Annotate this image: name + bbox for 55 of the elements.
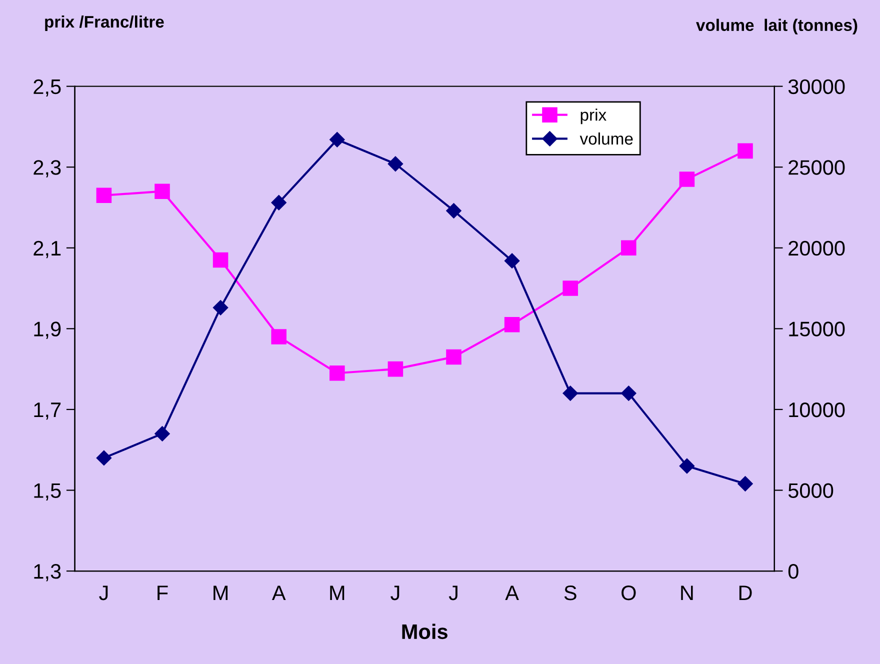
y2-tick-label: 5000 (788, 483, 834, 498)
point (562, 280, 578, 296)
x-tick-label: J (448, 586, 458, 600)
y2-tick-label: 20000 (788, 240, 845, 256)
point (96, 450, 112, 466)
x-tick-label: N (681, 586, 693, 600)
x-tick-label: D (739, 586, 752, 600)
y-tick-label: 1,3 (34, 564, 61, 582)
x-tick-label: M (214, 586, 228, 600)
point (96, 188, 112, 204)
y-tick-label: 2,1 (34, 240, 61, 258)
point (154, 184, 170, 199)
point (271, 329, 286, 344)
y-tick-label: 1,5 (34, 483, 61, 500)
point (562, 386, 578, 401)
y2-tick-label: 25000 (788, 160, 845, 175)
point (388, 156, 404, 172)
point (271, 195, 286, 210)
point (446, 203, 462, 218)
point (330, 365, 345, 381)
y2-tick-label: 0 (788, 564, 798, 579)
point (388, 361, 404, 377)
y-tick-label: 1,7 (34, 402, 61, 420)
y2-tick-label: 30000 (788, 79, 845, 94)
point (212, 252, 228, 268)
legend-label: volume (580, 132, 633, 145)
x-tick-label: J (390, 586, 400, 600)
point (679, 458, 695, 474)
y-tick-label: 2,3 (34, 160, 61, 178)
x-tick-label: A (272, 586, 286, 600)
x-tick-label: F (158, 586, 168, 600)
x-tick-label: J (99, 586, 108, 600)
point (504, 317, 520, 332)
x-tick-label: A (505, 586, 519, 600)
point (679, 172, 695, 187)
y2-tick-label: 15000 (789, 322, 845, 336)
y2-axis-title: volume lait (tonnes) (696, 18, 858, 34)
y-tick-label: 2,5 (34, 79, 61, 97)
point (212, 300, 228, 316)
point (330, 132, 345, 148)
y2-tick-label: 10000 (789, 402, 845, 418)
point (446, 349, 462, 365)
y-tick-label: 1,9 (34, 322, 61, 339)
point (154, 426, 170, 442)
x-tick-label: O (622, 585, 636, 600)
point (504, 253, 520, 268)
point (621, 386, 636, 401)
x-tick-label: M (330, 586, 344, 600)
y-axis-title: prix /Franc/litre (45, 15, 164, 32)
point (738, 143, 753, 159)
point (738, 476, 753, 492)
x-axis-title: Mois (402, 624, 448, 640)
point (621, 240, 636, 256)
legend-label: prix (580, 108, 606, 124)
x-tick-label: S (564, 585, 576, 600)
